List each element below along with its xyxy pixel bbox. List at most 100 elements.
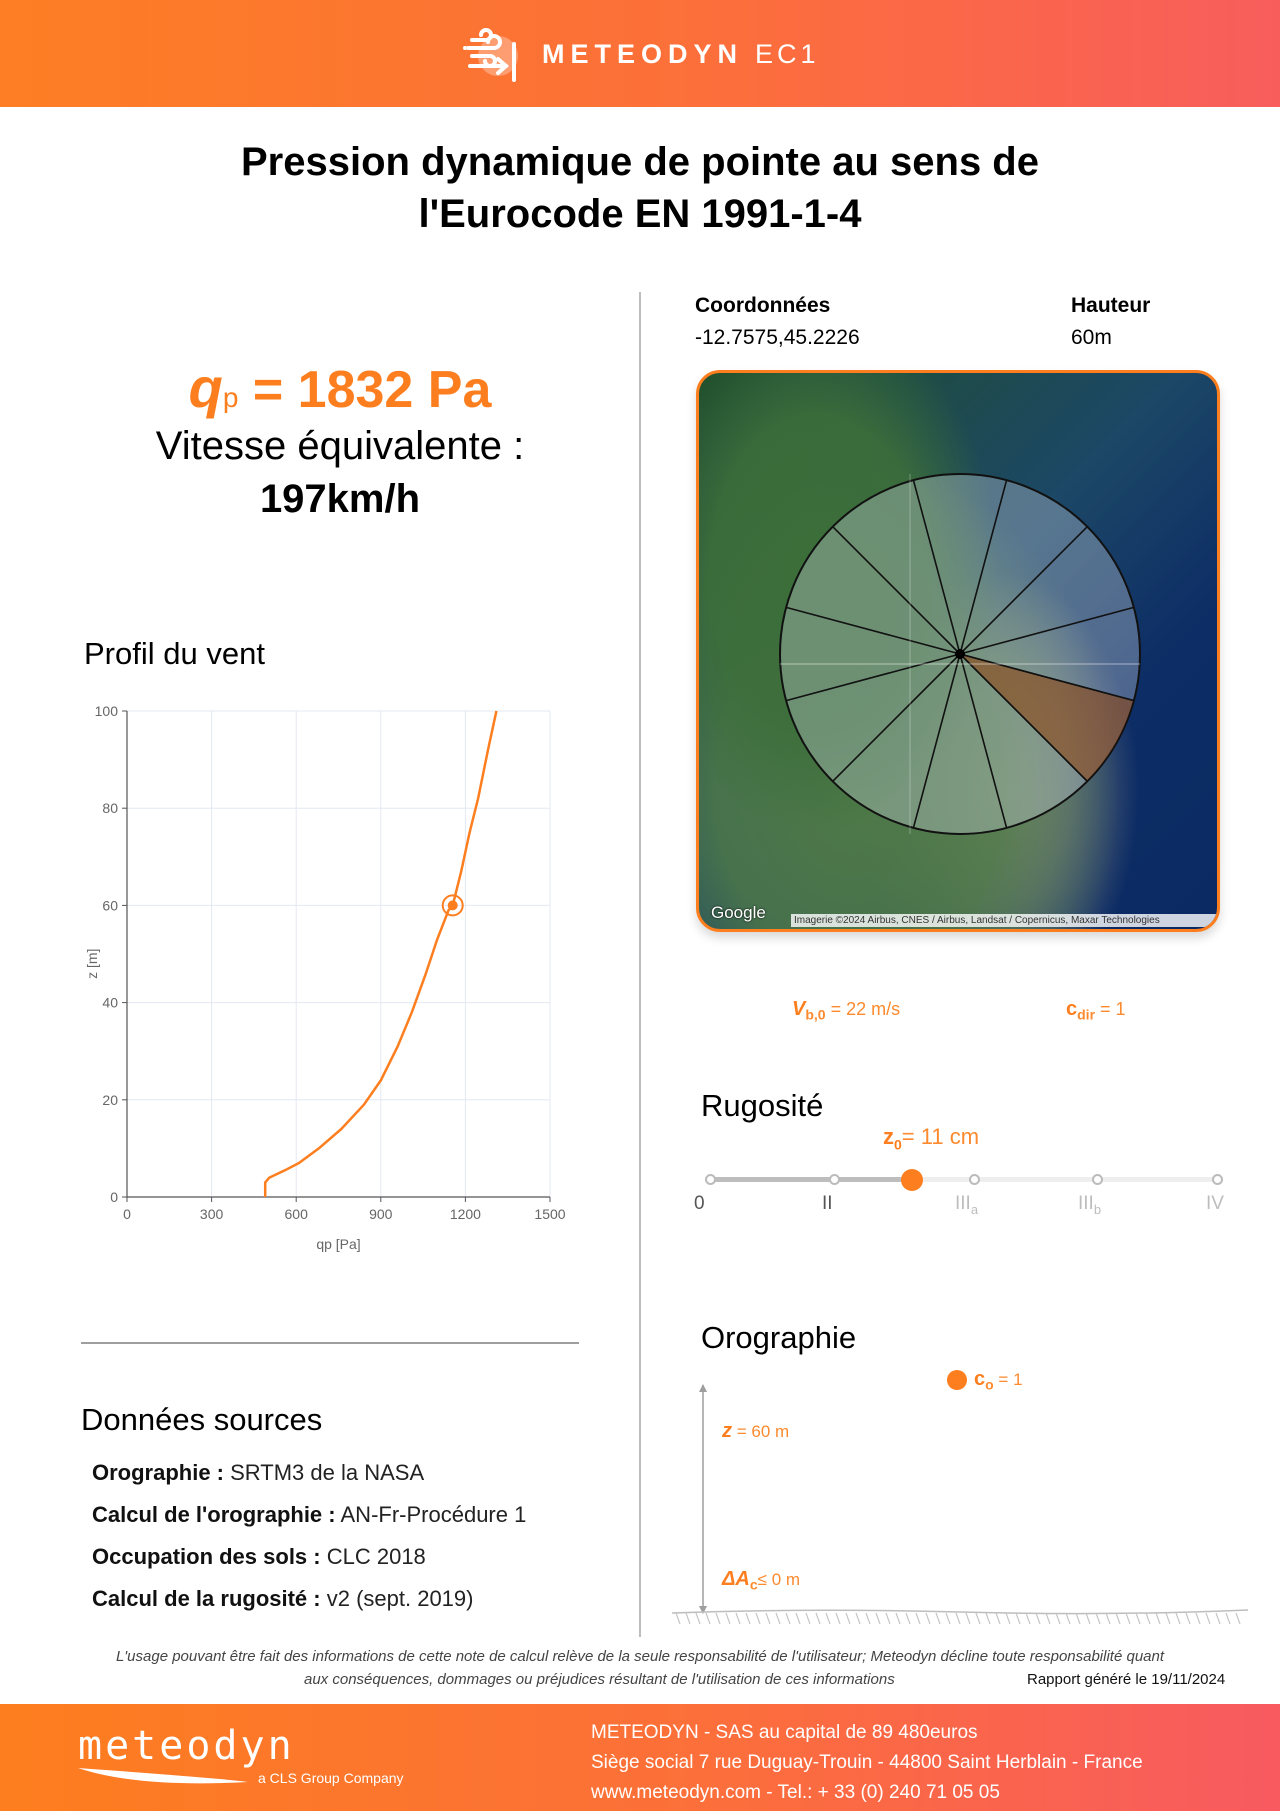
delta-ac-value: ≤ 0 m: [757, 1570, 801, 1589]
svg-text:qp [Pa]: qp [Pa]: [316, 1236, 360, 1252]
logo-swoosh-icon: [78, 1768, 248, 1784]
result-block: qp = 1832 Pa Vitesse équivalente : 197km…: [80, 355, 600, 522]
delta-ac-param: ΔAc≤ 0 m: [722, 1568, 800, 1592]
height-value: 60m: [1071, 326, 1112, 349]
roughness-cat-IIIb: IIIb: [1078, 1193, 1102, 1217]
report-date: Rapport généré le 19/11/2024: [1027, 1671, 1226, 1688]
co-value: = 1: [998, 1370, 1023, 1389]
slider-thumb[interactable]: [901, 1169, 923, 1191]
qp-symbol: q: [188, 356, 223, 419]
svg-text:1200: 1200: [450, 1206, 481, 1222]
qp-value: = 1832 Pa: [252, 361, 492, 419]
roughness-cat-0: 0: [694, 1193, 705, 1214]
orographie-title: Orographie: [701, 1320, 857, 1355]
profil-title: Profil du vent: [84, 636, 265, 671]
slider-tick[interactable]: [1092, 1174, 1103, 1185]
coordinates-value: -12.7575,45.2226: [695, 326, 860, 349]
cdir-value: = 1: [1100, 999, 1126, 1019]
z-symbol: z: [722, 1420, 732, 1442]
rugosite-title: Rugosité: [701, 1088, 824, 1123]
header-banner: METEODYN EC1: [0, 0, 1280, 107]
svg-text:60: 60: [102, 897, 118, 913]
source-label: Occupation des sols :: [92, 1544, 321, 1569]
z-param: z = 60 m: [722, 1420, 789, 1443]
svg-text:80: 80: [102, 800, 118, 816]
slider-tick[interactable]: [705, 1174, 716, 1185]
source-value: CLC 2018: [320, 1544, 426, 1569]
sources-title: Données sources: [81, 1402, 323, 1437]
orography-graphic: [671, 1370, 1249, 1625]
z0-value: = 11 cm: [901, 1124, 980, 1149]
source-item: Occupation des sols : CLC 2018: [92, 1536, 526, 1578]
satellite-map[interactable]: Google Imagerie ©2024 Airbus, CNES / Air…: [696, 370, 1220, 932]
footer-logo-tagline: a CLS Group Company: [258, 1770, 404, 1786]
height: Hauteur 60m: [1071, 294, 1150, 350]
svg-text:600: 600: [285, 1206, 309, 1222]
svg-text:300: 300: [200, 1206, 224, 1222]
page-title: Pression dynamique de pointe au sens de …: [0, 136, 1280, 240]
height-label: Hauteur: [1071, 294, 1151, 317]
roughness-cat-IV: IV: [1206, 1193, 1224, 1214]
slider-fill: [705, 1177, 912, 1182]
svg-text:900: 900: [369, 1206, 393, 1222]
vitesse-value: 197km/h: [259, 477, 421, 521]
svg-text:0: 0: [123, 1206, 131, 1222]
source-item: Orographie : SRTM3 de la NASA: [92, 1452, 526, 1494]
disclaimer-line1: L'usage pouvant être fait des informatio…: [115, 1648, 1165, 1665]
roughness-slider[interactable]: [705, 1169, 1223, 1191]
source-label: Calcul de l'orographie :: [92, 1502, 336, 1527]
footer-logo-text: meteodyn: [78, 1723, 295, 1769]
qp-subscript: p: [222, 382, 239, 413]
slider-tick[interactable]: [969, 1174, 980, 1185]
z-value: = 60 m: [736, 1422, 790, 1441]
svg-text:0: 0: [110, 1189, 118, 1205]
svg-text:1500: 1500: [534, 1206, 565, 1222]
source-label: Calcul de la rugosité :: [92, 1586, 321, 1611]
svg-text:100: 100: [95, 703, 119, 719]
meteodyn-footer-logo: meteodyn a CLS Group Company: [78, 1726, 418, 1788]
source-value: AN-Fr-Procédure 1: [335, 1502, 527, 1527]
delta-ac-sub: c: [749, 1576, 758, 1593]
z0-label: z0= 11 cm: [883, 1124, 979, 1152]
qp-result: qp = 1832 Pa: [80, 355, 600, 420]
disclaimer: L'usage pouvant être fait des informatio…: [0, 1648, 1280, 1697]
vb-value: = 22 m/s: [830, 999, 901, 1019]
google-logo: Google: [711, 903, 766, 922]
svg-text:20: 20: [102, 1092, 118, 1108]
svg-text:z [m]: z [m]: [84, 949, 100, 979]
source-label: Orographie :: [92, 1460, 225, 1485]
roughness-cat-II: II: [822, 1193, 833, 1214]
company-line2: Siège social 7 rue Duguay-Trouin - 44800…: [591, 1752, 1143, 1773]
co-symbol: c: [974, 1368, 986, 1390]
vb-symbol: V: [792, 998, 806, 1020]
wind-logo-icon: [462, 26, 524, 82]
slider-track: [705, 1177, 1223, 1182]
slider-tick[interactable]: [829, 1174, 840, 1185]
company-line1: METEODYN - SAS au capital de 89 480euros: [591, 1722, 978, 1743]
map-attribution[interactable]: Imagerie ©2024 Airbus, CNES / Airbus, La…: [791, 914, 1217, 927]
vitesse-label: Vitesse équivalente :: [155, 424, 525, 468]
chart-canvas: 0 300 600 900 1200 1500 0 20 40 60 80 100 qp [Pa] z […: [84, 703, 566, 1252]
page-title-line2: l'Eurocode EN 1991-1-4: [418, 192, 862, 236]
footer-banner: meteodyn a CLS Group Company METEODYN - …: [0, 1704, 1280, 1811]
disclaimer-line2: aux conséquences, dommages ou préjudices…: [304, 1671, 895, 1688]
sources-list: Orographie : SRTM3 de la NASA Calcul de …: [92, 1452, 526, 1620]
column-divider: [639, 292, 641, 1637]
delta-ac-symbol: ΔA: [722, 1568, 750, 1590]
source-item: Calcul de l'orographie : AN-Fr-Procédure…: [92, 1494, 526, 1536]
brand-product: EC1: [755, 38, 820, 69]
slider-tick[interactable]: [1212, 1174, 1223, 1185]
brand-name: METEODYN: [542, 38, 744, 69]
source-value: SRTM3 de la NASA: [224, 1460, 425, 1485]
wind-rose-overlay: [779, 473, 1141, 835]
z0-sub: 0: [894, 1136, 902, 1153]
cdir-param: cdir = 1: [1066, 998, 1126, 1023]
source-item: Calcul de la rugosité : v2 (sept. 2019): [92, 1578, 526, 1620]
z0-symbol: z: [883, 1124, 894, 1149]
page-title-line1: Pression dynamique de pointe au sens de: [241, 140, 1039, 184]
coordinates-label: Coordonnées: [695, 294, 831, 317]
co-param: co = 1: [974, 1368, 1023, 1392]
company-line3[interactable]: www.meteodyn.com - Tel.: + 33 (0) 240 71…: [591, 1782, 1000, 1803]
vb0-param: Vb,0 = 22 m/s: [792, 998, 900, 1023]
brand: METEODYN EC1: [462, 26, 820, 82]
